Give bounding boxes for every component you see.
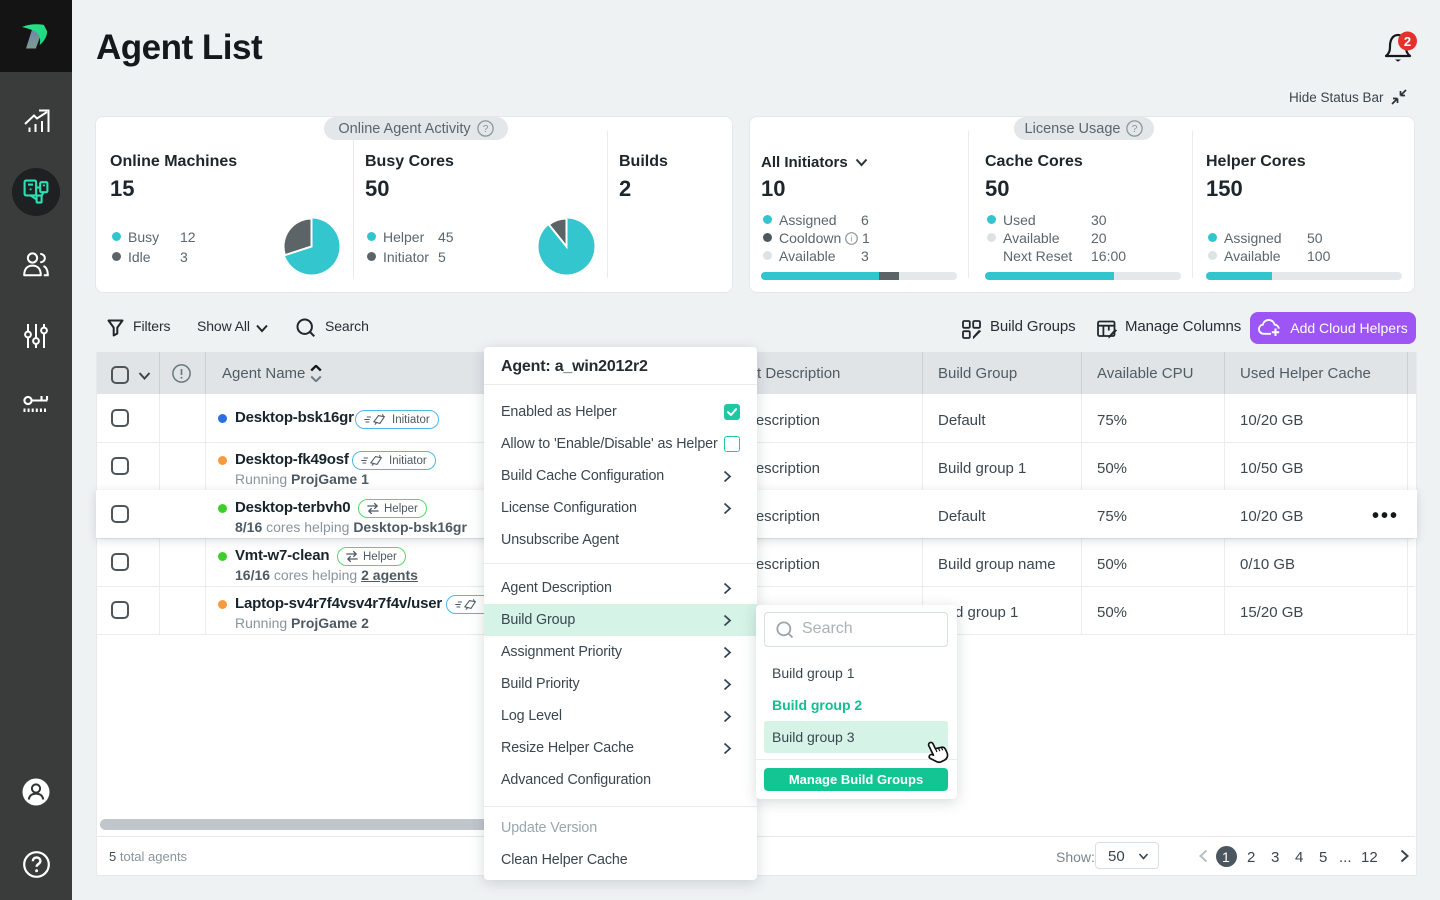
svg-text:?: ? — [1132, 123, 1138, 135]
svg-text:2: 2 — [1404, 34, 1411, 49]
svg-text:i: i — [851, 234, 853, 244]
svg-text:?: ? — [482, 123, 488, 135]
